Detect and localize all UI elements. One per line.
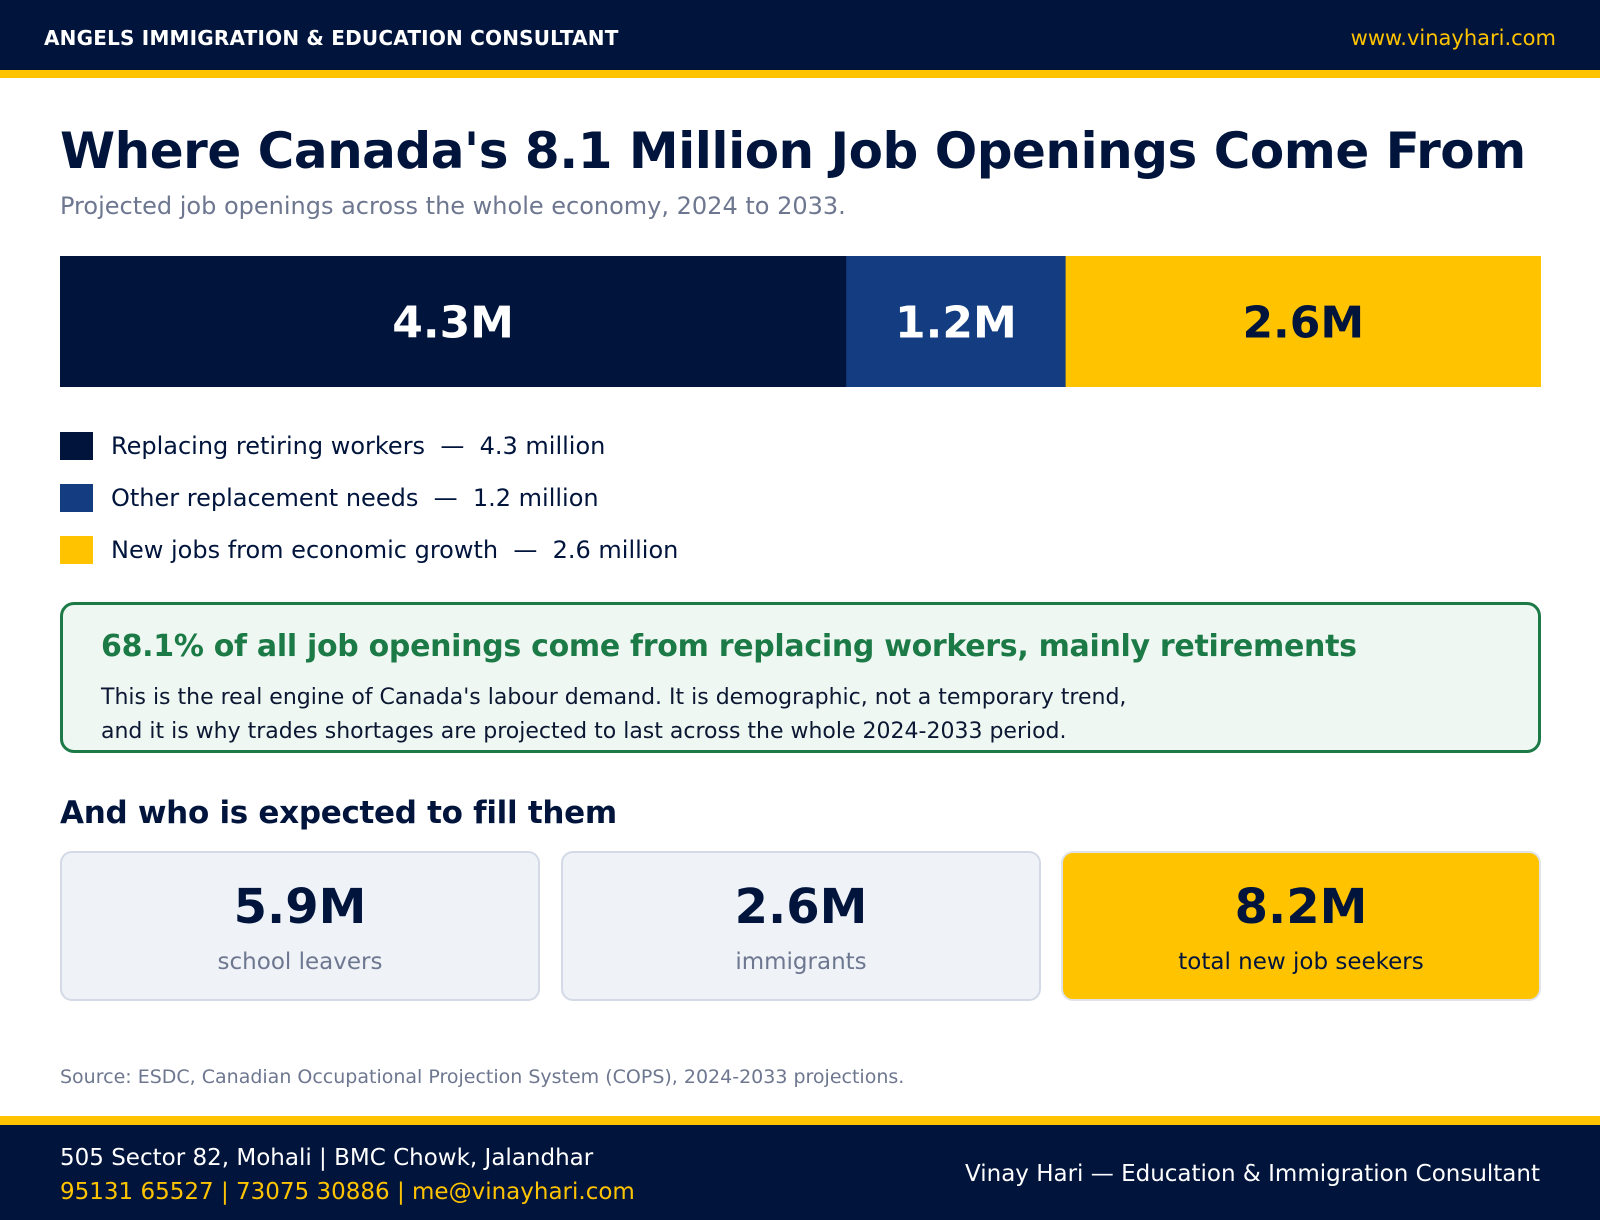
page-subtitle: Projected job openings across the whole … [60, 192, 846, 220]
bar-segment-other-replacement [846, 256, 1067, 387]
footer-address: 505 Sector 82, Mohali | BMC Chowk, Jalan… [60, 1145, 594, 1171]
bar-data-label: 4.3M [392, 298, 514, 349]
header-accent-stripe [0, 70, 1600, 78]
legend-swatch [60, 432, 93, 460]
stat-value: 2.6M [734, 879, 868, 935]
stat-label: total new job seekers [1178, 949, 1424, 975]
stat-label: school leavers [217, 949, 383, 975]
callout-line: and it is why trades shortages are proje… [101, 719, 1067, 744]
legend-value: 1.2 million [472, 484, 599, 512]
bar-data-label: 1.2M [895, 298, 1017, 349]
legend-item-other-replacement: Other replacement needs — 1.2 million [60, 472, 678, 524]
stat-value: 8.2M [1234, 879, 1368, 935]
legend-item-growth: New jobs from economic growth — 2.6 mill… [60, 524, 678, 576]
footer-accent-stripe [0, 1116, 1600, 1125]
callout-title: 68.1% of all job openings come from repl… [101, 629, 1357, 664]
callout-line: This is the real engine of Canada's labo… [101, 685, 1127, 710]
callout-body: This is the real engine of Canada's labo… [101, 681, 1201, 749]
bar-data-label: 2.6M [1242, 298, 1364, 349]
legend-text: Replacing retiring workers — 4.3 million [111, 432, 605, 460]
insight-callout: 68.1% of all job openings come from repl… [60, 602, 1541, 753]
source-note: Source: ESDC, Canadian Occupational Proj… [60, 1066, 905, 1088]
section-title: And who is expected to fill them [60, 795, 617, 831]
footer-consultant-name: Vinay Hari — Education & Immigration Con… [965, 1161, 1540, 1187]
brand-name: ANGELS IMMIGRATION & EDUCATION CONSULTAN… [44, 26, 619, 50]
bar-segment-retiring [60, 256, 847, 387]
footer-contacts[interactable]: 95131 65527 | 73075 30886 | me@vinayhari… [60, 1179, 635, 1205]
bar-segment-growth [1065, 256, 1541, 387]
legend-swatch [60, 484, 93, 512]
legend-separator: — [433, 484, 458, 512]
stacked-bar-chart: 4.3M 1.2M 2.6M [60, 256, 1541, 387]
legend-swatch [60, 536, 93, 564]
stat-card-total: 8.2M total new job seekers [1061, 851, 1541, 1001]
legend-text: Other replacement needs — 1.2 million [111, 484, 599, 512]
legend-text: New jobs from economic growth — 2.6 mill… [111, 536, 678, 564]
chart-legend: Replacing retiring workers — 4.3 million… [60, 420, 678, 576]
stat-label: immigrants [735, 949, 867, 975]
website-link[interactable]: www.vinayhari.com [1350, 26, 1556, 50]
stat-card-school-leavers: 5.9M school leavers [60, 851, 540, 1001]
page-title: Where Canada's 8.1 Million Job Openings … [60, 122, 1526, 180]
legend-value: 2.6 million [552, 536, 679, 564]
header-bar: ANGELS IMMIGRATION & EDUCATION CONSULTAN… [0, 0, 1600, 70]
legend-label: New jobs from economic growth [111, 536, 499, 564]
legend-label: Other replacement needs [111, 484, 419, 512]
footer-bar: 505 Sector 82, Mohali | BMC Chowk, Jalan… [0, 1125, 1600, 1220]
stat-value: 5.9M [233, 879, 367, 935]
legend-separator: — [440, 432, 465, 460]
legend-label: Replacing retiring workers [111, 432, 426, 460]
legend-separator: — [513, 536, 538, 564]
stat-card-immigrants: 2.6M immigrants [561, 851, 1041, 1001]
legend-value: 4.3 million [479, 432, 606, 460]
legend-item-retiring: Replacing retiring workers — 4.3 million [60, 420, 678, 472]
